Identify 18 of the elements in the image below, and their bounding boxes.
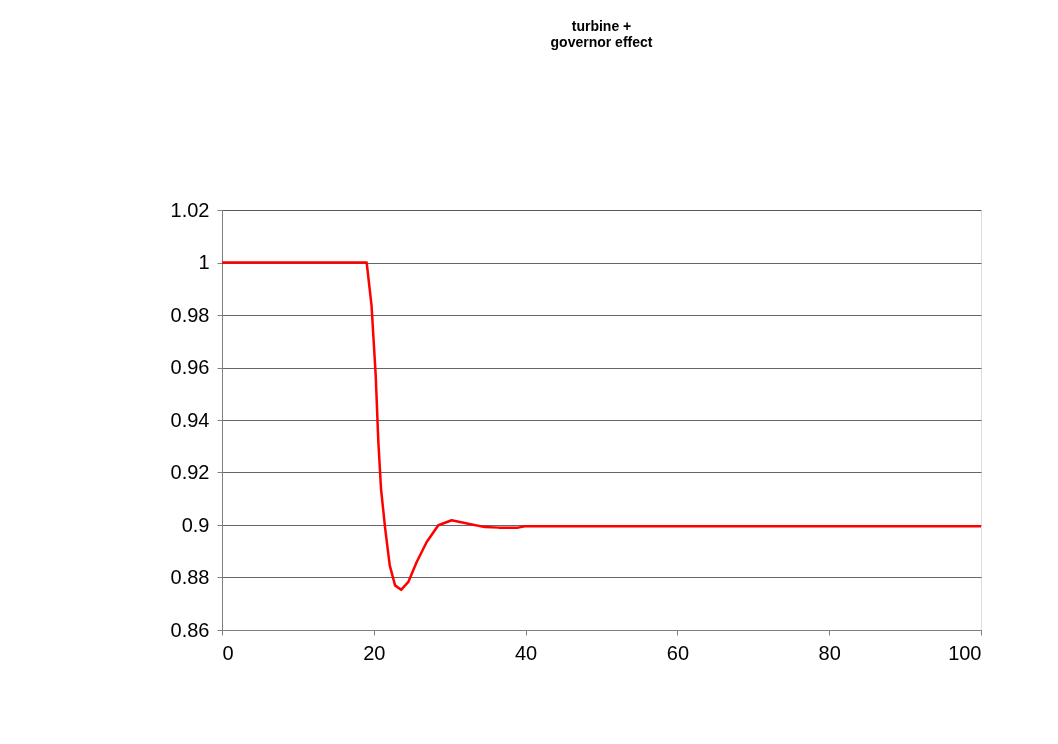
x-tick-label: 0: [222, 641, 234, 664]
x-tick-label: 20: [363, 641, 386, 664]
line-series: [220, 261, 983, 592]
y-tick-label: 0.94: [170, 408, 210, 431]
y-tick-label: 0.98: [170, 303, 210, 326]
x-tick-label: 100: [948, 641, 982, 664]
x-tick-label: 40: [514, 641, 538, 664]
y-tick-label: 0.92: [170, 461, 210, 483]
y-tick-label: 0.9: [181, 513, 210, 536]
x-tick-label: 60: [666, 641, 690, 664]
y-tick-label: 1: [198, 251, 210, 273]
x-tick-label: 80: [818, 641, 841, 664]
y-tick-label: 0.86: [170, 618, 210, 641]
y-tick-label: 0.88: [170, 566, 210, 588]
y-tick-label: 0.96: [170, 356, 210, 378]
text: turbine +: [571, 18, 632, 34]
y-tick-label: 1.02: [170, 198, 210, 221]
text: governor effect: [550, 34, 653, 50]
